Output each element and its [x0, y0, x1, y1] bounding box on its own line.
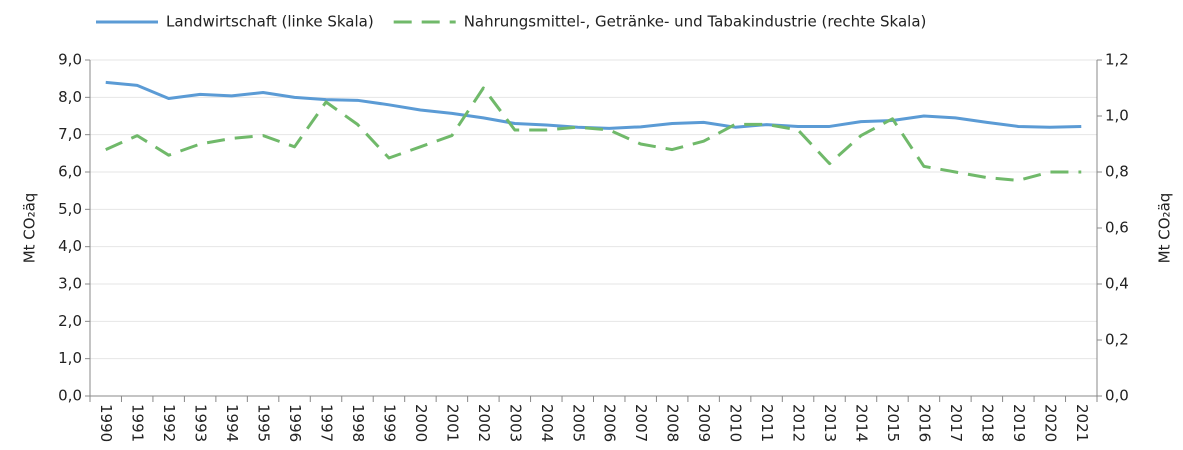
y2-tick-label: 0,2 — [1105, 331, 1129, 349]
y2-tick-label: 1,0 — [1105, 107, 1129, 125]
series-line — [105, 86, 1082, 182]
x-tick-label: 1994 — [223, 404, 241, 442]
x-tick-label: 1998 — [349, 404, 367, 442]
x-tick-label: 1995 — [255, 404, 273, 442]
y-tick-label: 1,0 — [58, 349, 82, 367]
x-tick-label: 1999 — [380, 404, 398, 442]
x-tick-label: 1991 — [129, 404, 147, 442]
y-tick-label: 3,0 — [58, 275, 82, 293]
x-tick-label: 2010 — [727, 404, 745, 442]
x-tick-label: 2000 — [412, 404, 430, 442]
y2-tick-label: 0,8 — [1105, 163, 1129, 181]
x-tick-label: 2016 — [915, 404, 933, 442]
y-tick-label: 6,0 — [58, 163, 82, 181]
y2-axis-label: Mt CO₂äq — [1156, 193, 1174, 264]
x-tick-label: 1992 — [160, 404, 178, 442]
y-axis-label: Mt CO₂äq — [21, 193, 39, 264]
x-tick-label: 1997 — [318, 404, 336, 442]
x-tick-label: 2007 — [632, 404, 650, 442]
y-tick-label: 0,0 — [58, 387, 82, 405]
y2-tick-label: 1,2 — [1105, 51, 1129, 69]
x-tick-label: 2003 — [506, 404, 524, 442]
x-tick-label: 2015 — [884, 404, 902, 442]
legend-label: Landwirtschaft (linke Skala) — [166, 13, 374, 31]
y-tick-label: 7,0 — [58, 125, 82, 143]
x-tick-label: 2004 — [538, 404, 556, 442]
y-tick-label: 2,0 — [58, 312, 82, 330]
x-tick-label: 1993 — [192, 404, 210, 442]
x-tick-label: 2008 — [664, 404, 682, 442]
x-tick-label: 2009 — [695, 404, 713, 442]
legend-label: Nahrungsmittel-, Getränke- und Tabakindu… — [464, 13, 927, 31]
x-tick-label: 2012 — [790, 404, 808, 442]
series-line — [105, 80, 1082, 130]
y-tick-label: 4,0 — [58, 237, 82, 255]
y2-tick-label: 0,6 — [1105, 219, 1129, 237]
y-tick-label: 8,0 — [58, 88, 82, 106]
x-tick-label: 2014 — [852, 404, 870, 442]
x-tick-label: 2018 — [978, 404, 996, 442]
x-tick-label: 2019 — [1010, 404, 1028, 442]
x-tick-label: 2020 — [1041, 404, 1059, 442]
x-tick-label: 1996 — [286, 404, 304, 442]
x-tick-label: 2021 — [1073, 404, 1091, 442]
y-tick-label: 9,0 — [58, 51, 82, 69]
x-tick-label: 2002 — [475, 404, 493, 442]
x-tick-label: 2011 — [758, 404, 776, 442]
y-tick-label: 5,0 — [58, 200, 82, 218]
x-tick-label: 2017 — [947, 404, 965, 442]
x-tick-label: 2013 — [821, 404, 839, 442]
x-tick-label: 2006 — [601, 404, 619, 442]
x-tick-label: 2005 — [569, 404, 587, 442]
x-tick-label: 1990 — [97, 404, 115, 442]
x-tick-label: 2001 — [443, 404, 461, 442]
y2-tick-label: 0,4 — [1105, 275, 1129, 293]
y2-tick-label: 0,0 — [1105, 387, 1129, 405]
